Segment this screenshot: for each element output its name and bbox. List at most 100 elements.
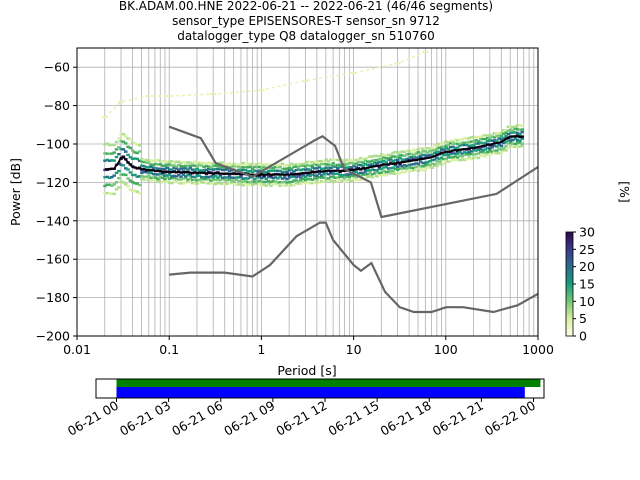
- psd-cell: [354, 178, 358, 181]
- colorbar-tick-label: 5: [579, 311, 587, 326]
- psd-cell: [149, 171, 153, 175]
- psd-cell: [407, 169, 412, 172]
- psd-cell: [153, 162, 158, 166]
- psd-cell: [425, 163, 430, 166]
- psd-cell: [276, 177, 280, 180]
- psd-cell: [409, 158, 414, 162]
- psd-cell: [269, 180, 273, 184]
- psd-cell: [458, 138, 462, 141]
- psd-cell: [149, 165, 153, 168]
- psd-cell: [508, 131, 513, 135]
- psd-cell: [458, 144, 462, 147]
- psd-cell: [508, 139, 513, 142]
- psd-cell: [195, 182, 199, 185]
- psd-cell: [181, 165, 186, 168]
- psd-cell: [513, 125, 518, 128]
- psd-cell: [227, 182, 232, 185]
- psd-cell: [218, 175, 223, 178]
- psd-cell: [395, 168, 400, 172]
- psd-cell: [402, 154, 407, 157]
- psd-cell: [151, 172, 156, 176]
- psd-cell: [476, 142, 481, 145]
- psd-cell: [513, 145, 518, 148]
- psd-cell: [110, 143, 114, 147]
- psd-cell: [453, 158, 458, 162]
- psd-cell: [303, 162, 308, 165]
- psd-cell: [359, 160, 363, 164]
- psd-cell: [174, 175, 179, 178]
- psd-cell: [363, 173, 368, 176]
- psd-cell: [149, 179, 153, 182]
- psd-cell: [446, 153, 451, 157]
- psd-cell: [425, 166, 430, 169]
- psd-cell: [163, 178, 167, 181]
- psd-cell: [386, 153, 391, 157]
- psd-cell: [419, 157, 423, 160]
- psd-cell: [241, 168, 246, 172]
- psd-cell: [142, 160, 146, 164]
- psd-cell: [449, 159, 453, 163]
- psd-cell: [465, 151, 469, 155]
- psd-cell: [287, 174, 292, 177]
- psd-cell: [234, 165, 239, 168]
- psd-cell: [495, 152, 499, 155]
- psd-cell: [253, 169, 257, 172]
- psd-cell: [483, 137, 488, 141]
- psd-cell: [333, 158, 338, 162]
- psd-cell: [144, 165, 149, 169]
- x-tick-label: 0.1: [159, 342, 179, 357]
- psd-cell: [128, 138, 133, 141]
- psd-cell: [502, 136, 506, 140]
- psd-cell: [193, 164, 197, 167]
- psd-cell: [432, 151, 437, 155]
- psd-cell: [499, 134, 504, 138]
- psd-cell: [183, 161, 188, 164]
- psd-cell: [432, 164, 437, 168]
- psd-cell: [220, 166, 225, 169]
- psd-cell: [209, 175, 213, 178]
- psd-cell: [158, 175, 163, 179]
- psd-cell: [386, 170, 391, 173]
- psd-cell: [458, 142, 462, 146]
- psd-cell: [345, 166, 349, 169]
- psd-cell: [107, 183, 112, 186]
- y-axis-label: Power [dB]: [8, 158, 23, 226]
- psd-cell: [225, 179, 229, 182]
- psd-cell: [202, 169, 206, 172]
- psd-cell: [117, 169, 121, 173]
- psd-cell: [271, 179, 276, 183]
- psd-cell: [223, 168, 227, 172]
- psd-cell: [283, 184, 287, 188]
- psd-cell: [105, 175, 110, 179]
- psd-cell: [299, 179, 303, 182]
- psd-cell: [195, 174, 199, 178]
- psd-cell: [204, 181, 209, 185]
- psd-cell: [243, 164, 248, 167]
- psd-cell: [103, 191, 107, 195]
- psd-cell: [356, 160, 361, 164]
- psd-cell: [485, 137, 490, 140]
- psd-cell: [359, 178, 363, 182]
- psd-cell: [246, 162, 250, 165]
- colorbar-tick-label: 25: [579, 242, 595, 257]
- psd-cell: [384, 171, 388, 174]
- psd-cell: [213, 174, 218, 178]
- psd-cell: [264, 180, 269, 184]
- psd-cell: [165, 163, 169, 166]
- psd-cell: [499, 148, 504, 152]
- psd-cell: [453, 146, 458, 150]
- psd-cell: [257, 182, 262, 186]
- psd-cell: [197, 163, 202, 167]
- timeline-tick-label: 06-21 06: [169, 398, 225, 439]
- psd-cell: [430, 166, 435, 169]
- psd-cell: [319, 162, 324, 166]
- psd-cell: [259, 180, 264, 183]
- psd-cell: [497, 151, 501, 155]
- psd-cell: [449, 145, 453, 149]
- psd-cell: [324, 179, 329, 182]
- title-line-3: datalogger_type Q8 datalogger_sn 510760: [177, 29, 435, 43]
- psd-cell: [236, 168, 241, 172]
- psd-cell: [197, 169, 202, 172]
- psd-cell: [467, 136, 471, 140]
- psd-cell: [446, 160, 451, 163]
